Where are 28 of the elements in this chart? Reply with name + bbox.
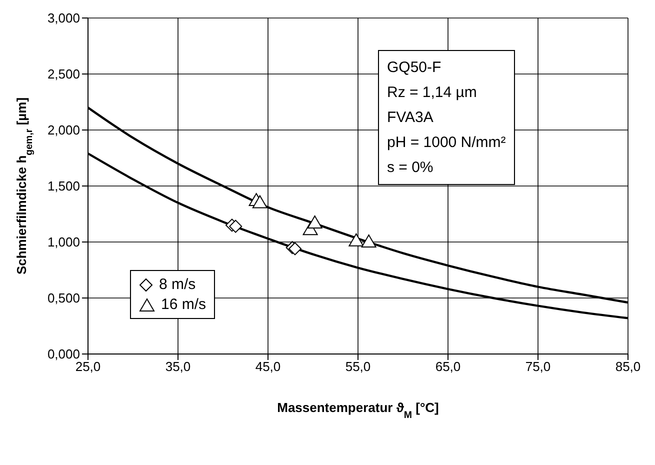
y-tick-label: 0,000 bbox=[47, 346, 80, 362]
point bbox=[348, 233, 364, 246]
y-tick-label: 3,000 bbox=[47, 10, 80, 26]
x-tick-label: 45,0 bbox=[255, 359, 281, 374]
y-tick-label: 0,500 bbox=[47, 290, 80, 306]
x-tick-label: 35,0 bbox=[165, 359, 191, 374]
x-tick-label: 85,0 bbox=[615, 359, 641, 374]
annotation: s = 0% bbox=[387, 158, 434, 178]
point bbox=[229, 220, 242, 233]
y-tick-label: 2,500 bbox=[47, 66, 80, 82]
annotation: pH = 1000 N/mm² bbox=[387, 133, 506, 153]
point bbox=[361, 234, 376, 248]
y-tick-label: 1,500 bbox=[47, 178, 80, 194]
y-tick-label: 1,000 bbox=[47, 234, 80, 250]
x-tick-label: 75,0 bbox=[525, 359, 551, 374]
point bbox=[252, 195, 268, 208]
annotation: FVA3A bbox=[387, 108, 434, 128]
point bbox=[288, 242, 302, 256]
annotation: GQ50-F bbox=[387, 58, 442, 78]
y-tick-label: 2,000 bbox=[47, 122, 80, 138]
point bbox=[307, 215, 322, 228]
legend-label: 16 m/s bbox=[161, 296, 206, 313]
x-axis-title: Massentemperatur ϑ$_{M}$ [°C] bbox=[277, 400, 439, 420]
annotation: Rz = 1,14 µm bbox=[387, 83, 478, 103]
x-tick-label: 25,0 bbox=[75, 359, 101, 374]
x-tick-label: 65,0 bbox=[435, 359, 461, 374]
legend-label: 8 m/s bbox=[159, 276, 196, 293]
x-tick-label: 55,0 bbox=[345, 359, 371, 374]
